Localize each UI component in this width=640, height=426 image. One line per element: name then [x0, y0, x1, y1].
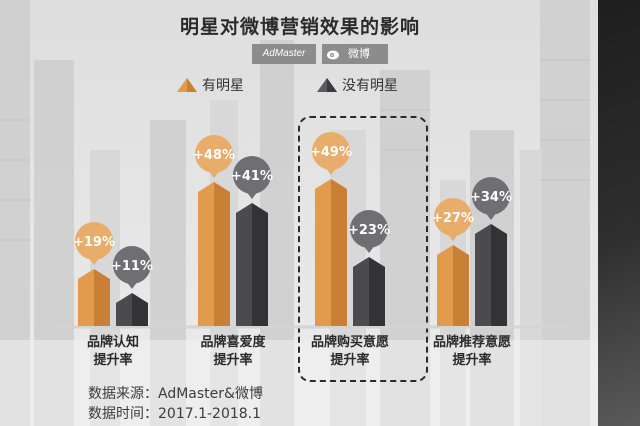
legend-swatch-orange-icon: [177, 78, 197, 92]
legend-label-with-star: 有明星: [202, 78, 244, 94]
bar-with-star-3: [437, 245, 453, 326]
chart-title: 明星对微博营销效果的影响: [179, 16, 420, 38]
data-label-1-1: +41%: [231, 169, 273, 184]
data-label-1-0: +11%: [111, 259, 153, 274]
data-bubble-pointer-0-2: [325, 167, 337, 175]
bar-shade-with-star-2: [331, 179, 347, 326]
bar-shade-without-star-0: [132, 293, 148, 326]
category-label-3: 提升率: [452, 352, 491, 368]
data-bubble-pointer-0-3: [447, 233, 459, 241]
bar-shade-without-star-2: [369, 257, 385, 326]
data-bubble-pointer-1-0: [126, 281, 138, 289]
source-line: 数据来源：AdMaster&微博: [88, 386, 263, 402]
data-label-1-2: +23%: [348, 223, 390, 238]
legend-swatch-gray-icon: [317, 78, 337, 92]
category-label-3: 品牌推荐意愿: [433, 334, 511, 350]
date-range-line: 数据时间：2017.1-2018.1: [88, 406, 262, 422]
data-bubble-pointer-1-1: [246, 191, 258, 199]
category-label-1: 品牌喜爱度: [200, 334, 266, 350]
data-bubble-pointer-0-1: [208, 170, 220, 178]
bar-shade-without-star-1: [252, 203, 268, 326]
highlight-frame: [298, 116, 428, 382]
bar-shade-with-star-1: [214, 182, 230, 326]
data-bubble-1-2: [350, 210, 388, 248]
data-label-0-0: +19%: [73, 235, 115, 250]
data-bubble-pointer-0-0: [88, 257, 100, 265]
category-label-2: 品牌购买意愿: [311, 334, 389, 350]
data-label-1-3: +34%: [470, 190, 512, 205]
category-label-1: 提升率: [213, 352, 252, 368]
data-bubble-1-0: [113, 246, 151, 284]
data-label-0-3: +27%: [432, 211, 474, 226]
admaster-logo: AdMaster: [252, 44, 316, 64]
bar-with-star-0: [78, 269, 94, 326]
bar-shade-with-star-0: [94, 269, 110, 326]
category-label-0: 提升率: [93, 352, 132, 368]
data-bubble-pointer-1-2: [363, 245, 375, 253]
bar-without-star-2: [353, 257, 369, 326]
bar-shade-without-star-3: [491, 224, 507, 326]
data-label-0-2: +49%: [310, 145, 352, 160]
data-bubble-0-0: [75, 222, 113, 260]
source-note: 数据来源：AdMaster&微博 数据时间：2017.1-2018.1: [88, 384, 263, 424]
bar-with-star-2: [315, 179, 331, 326]
data-bubble-1-1: [233, 156, 271, 194]
bar-without-star-1: [236, 203, 252, 326]
weibo-logo-text: 微博: [348, 47, 370, 60]
bar-shade-with-star-3: [453, 245, 469, 326]
data-bubble-0-3: [434, 198, 472, 236]
bar-without-star-3: [475, 224, 491, 326]
data-bubble-pointer-1-3: [485, 212, 497, 220]
data-bubble-1-3: [472, 177, 510, 215]
logo-row: AdMaster 微博: [252, 44, 388, 64]
decorative-dark-edge: [598, 0, 640, 426]
category-label-2: 提升率: [330, 352, 369, 368]
category-label-0: 品牌认知: [87, 334, 139, 350]
bar-with-star-1: [198, 182, 214, 326]
bar-without-star-0: [116, 293, 132, 326]
data-label-0-1: +48%: [193, 148, 235, 163]
weibo-eye-icon: [327, 50, 339, 60]
legend-label-without-star: 没有明星: [342, 78, 398, 94]
data-bubble-0-2: [312, 132, 350, 170]
data-bubble-0-1: [195, 135, 233, 173]
weibo-logo: 微博: [322, 44, 388, 64]
